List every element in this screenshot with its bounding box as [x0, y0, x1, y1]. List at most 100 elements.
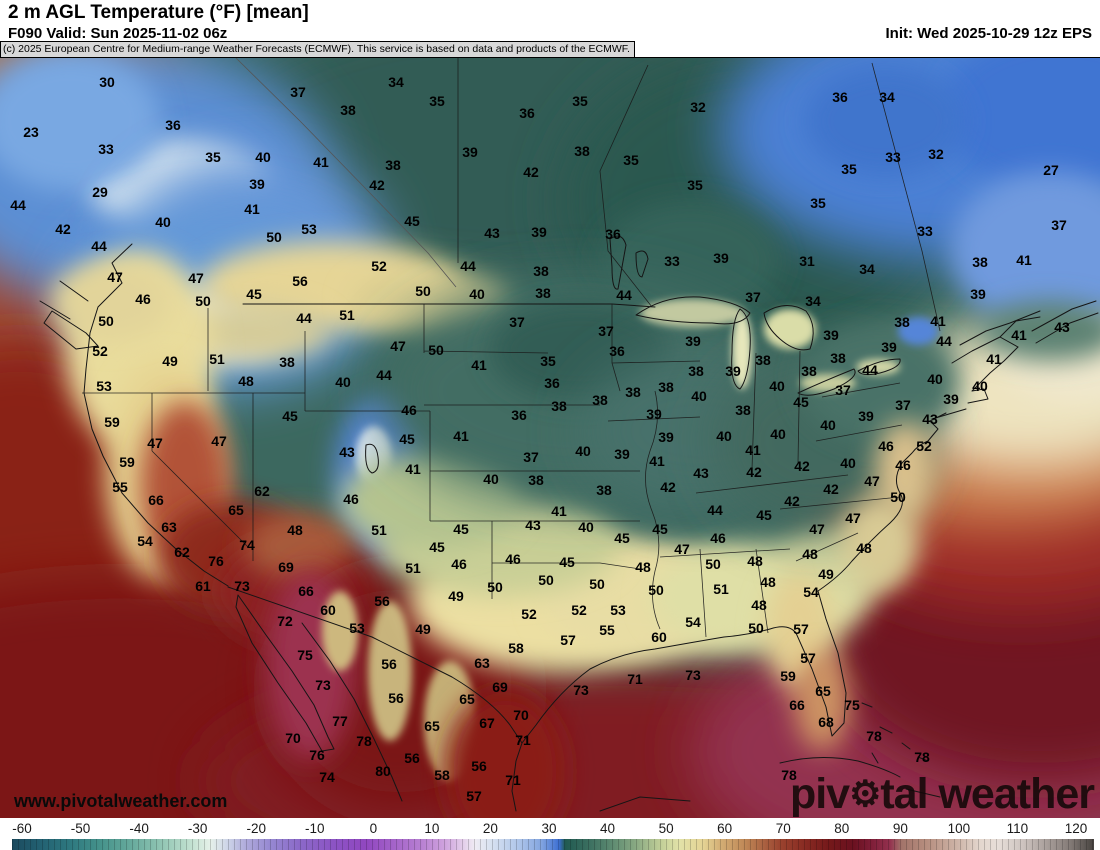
temp-label: 40: [972, 378, 988, 394]
colorbar-tick-label: 50: [658, 821, 674, 836]
colorbar-tick-label: 40: [600, 821, 616, 836]
logo-text-pre: piv: [789, 770, 850, 818]
temp-label: 39: [970, 286, 986, 302]
temp-label: 78: [356, 733, 372, 749]
temp-label: 46: [895, 457, 911, 473]
temp-label: 43: [693, 465, 709, 481]
colorbar-tick-label: 0: [369, 821, 378, 836]
temp-label: 52: [571, 602, 587, 618]
temp-label: 38: [830, 350, 846, 366]
temp-label: 43: [1054, 319, 1070, 335]
temp-label: 76: [309, 747, 325, 763]
temp-label: 45: [793, 394, 809, 410]
temp-label: 42: [784, 493, 800, 509]
temp-label: 45: [756, 507, 772, 523]
temp-label: 46: [710, 530, 726, 546]
temp-label: 38: [625, 384, 641, 400]
temp-label: 63: [161, 519, 177, 535]
temp-label: 78: [914, 749, 930, 765]
colorbar-tick-label: -60: [12, 821, 32, 836]
temp-label: 57: [560, 632, 576, 648]
state-borders: [82, 58, 941, 638]
temp-label: 39: [858, 408, 874, 424]
temp-label: 38: [279, 354, 295, 370]
temp-label: 34: [805, 293, 821, 309]
temp-label: 52: [371, 258, 387, 274]
temp-label: 46: [505, 551, 521, 567]
temp-label: 37: [1051, 217, 1067, 233]
temp-label: 39: [249, 176, 265, 192]
temp-label: 60: [320, 602, 336, 618]
temp-label: 56: [374, 593, 390, 609]
temp-label: 68: [818, 714, 834, 730]
temp-label: 44: [707, 502, 723, 518]
temp-label: 54: [137, 533, 153, 549]
colorbar-tick-label: -30: [187, 821, 208, 836]
temp-label: 59: [119, 454, 135, 470]
temp-label: 42: [55, 221, 71, 237]
temp-label: 36: [519, 105, 535, 121]
temp-label: 47: [864, 473, 880, 489]
temp-label: 76: [208, 553, 224, 569]
temp-label: 46: [451, 556, 467, 572]
temp-label: 48: [760, 574, 776, 590]
temp-label: 63: [474, 655, 490, 671]
temp-label: 51: [339, 307, 355, 323]
temp-label: 62: [174, 544, 190, 560]
temp-label: 73: [685, 667, 701, 683]
temp-label: 39: [462, 144, 478, 160]
temp-label: 44: [10, 197, 26, 213]
temp-label: 34: [388, 74, 404, 90]
temp-label: 47: [390, 338, 406, 354]
valid-time-text: F090 Valid: Sun 2025-11-02 06z: [8, 25, 228, 42]
temp-label: 47: [188, 270, 204, 286]
temp-label: 57: [793, 621, 809, 637]
temp-label: 48: [635, 559, 651, 575]
temp-label: 38: [801, 363, 817, 379]
temp-label: 51: [209, 351, 225, 367]
temp-label: 42: [660, 479, 676, 495]
colorbar-tick-label: 70: [775, 821, 791, 836]
temp-label: 32: [690, 99, 706, 115]
temp-label: 40: [483, 471, 499, 487]
colorbar-tick-label: 80: [834, 821, 850, 836]
temp-label: 34: [879, 89, 895, 105]
temp-label: 40: [578, 519, 594, 535]
temp-label: 44: [936, 333, 952, 349]
temp-label: 57: [800, 650, 816, 666]
temp-label: 38: [535, 285, 551, 301]
temp-label: 43: [922, 411, 938, 427]
temp-label: 41: [471, 357, 487, 373]
colorbar-tick-label: -20: [246, 821, 266, 836]
temp-label: 40: [820, 417, 836, 433]
colorbar-tick-label: 10: [424, 821, 440, 836]
temp-label: 42: [746, 464, 762, 480]
temp-label: 40: [927, 371, 943, 387]
colorbar-segments: [12, 839, 1094, 850]
watermark-url: www.pivotalweather.com: [14, 791, 228, 811]
temp-label: 71: [505, 772, 521, 788]
temp-label: 66: [148, 492, 164, 508]
temp-label: 44: [91, 238, 107, 254]
logo-text-post: tal weather: [880, 770, 1095, 818]
temp-label: 39: [725, 363, 741, 379]
init-time-text: Init: Wed 2025-10-29 12z EPS: [885, 25, 1092, 42]
temp-label: 58: [434, 767, 450, 783]
temp-label: 52: [916, 438, 932, 454]
colorbar-tick-label: -50: [70, 821, 91, 836]
temp-label: 41: [649, 453, 665, 469]
temp-label: 47: [107, 269, 123, 285]
pivotal-weather-logo: piv⚙tal weather: [789, 770, 1095, 818]
temp-label: 65: [228, 502, 244, 518]
temp-label: 44: [616, 287, 632, 303]
temp-label: 42: [794, 458, 810, 474]
temp-label: 40: [691, 388, 707, 404]
temp-label: 50: [195, 293, 211, 309]
temp-label: 39: [646, 406, 662, 422]
temp-label: 32: [928, 146, 944, 162]
temp-label: 40: [769, 378, 785, 394]
temp-label: 59: [780, 668, 796, 684]
temp-label: 36: [605, 226, 621, 242]
temp-label: 38: [533, 263, 549, 279]
